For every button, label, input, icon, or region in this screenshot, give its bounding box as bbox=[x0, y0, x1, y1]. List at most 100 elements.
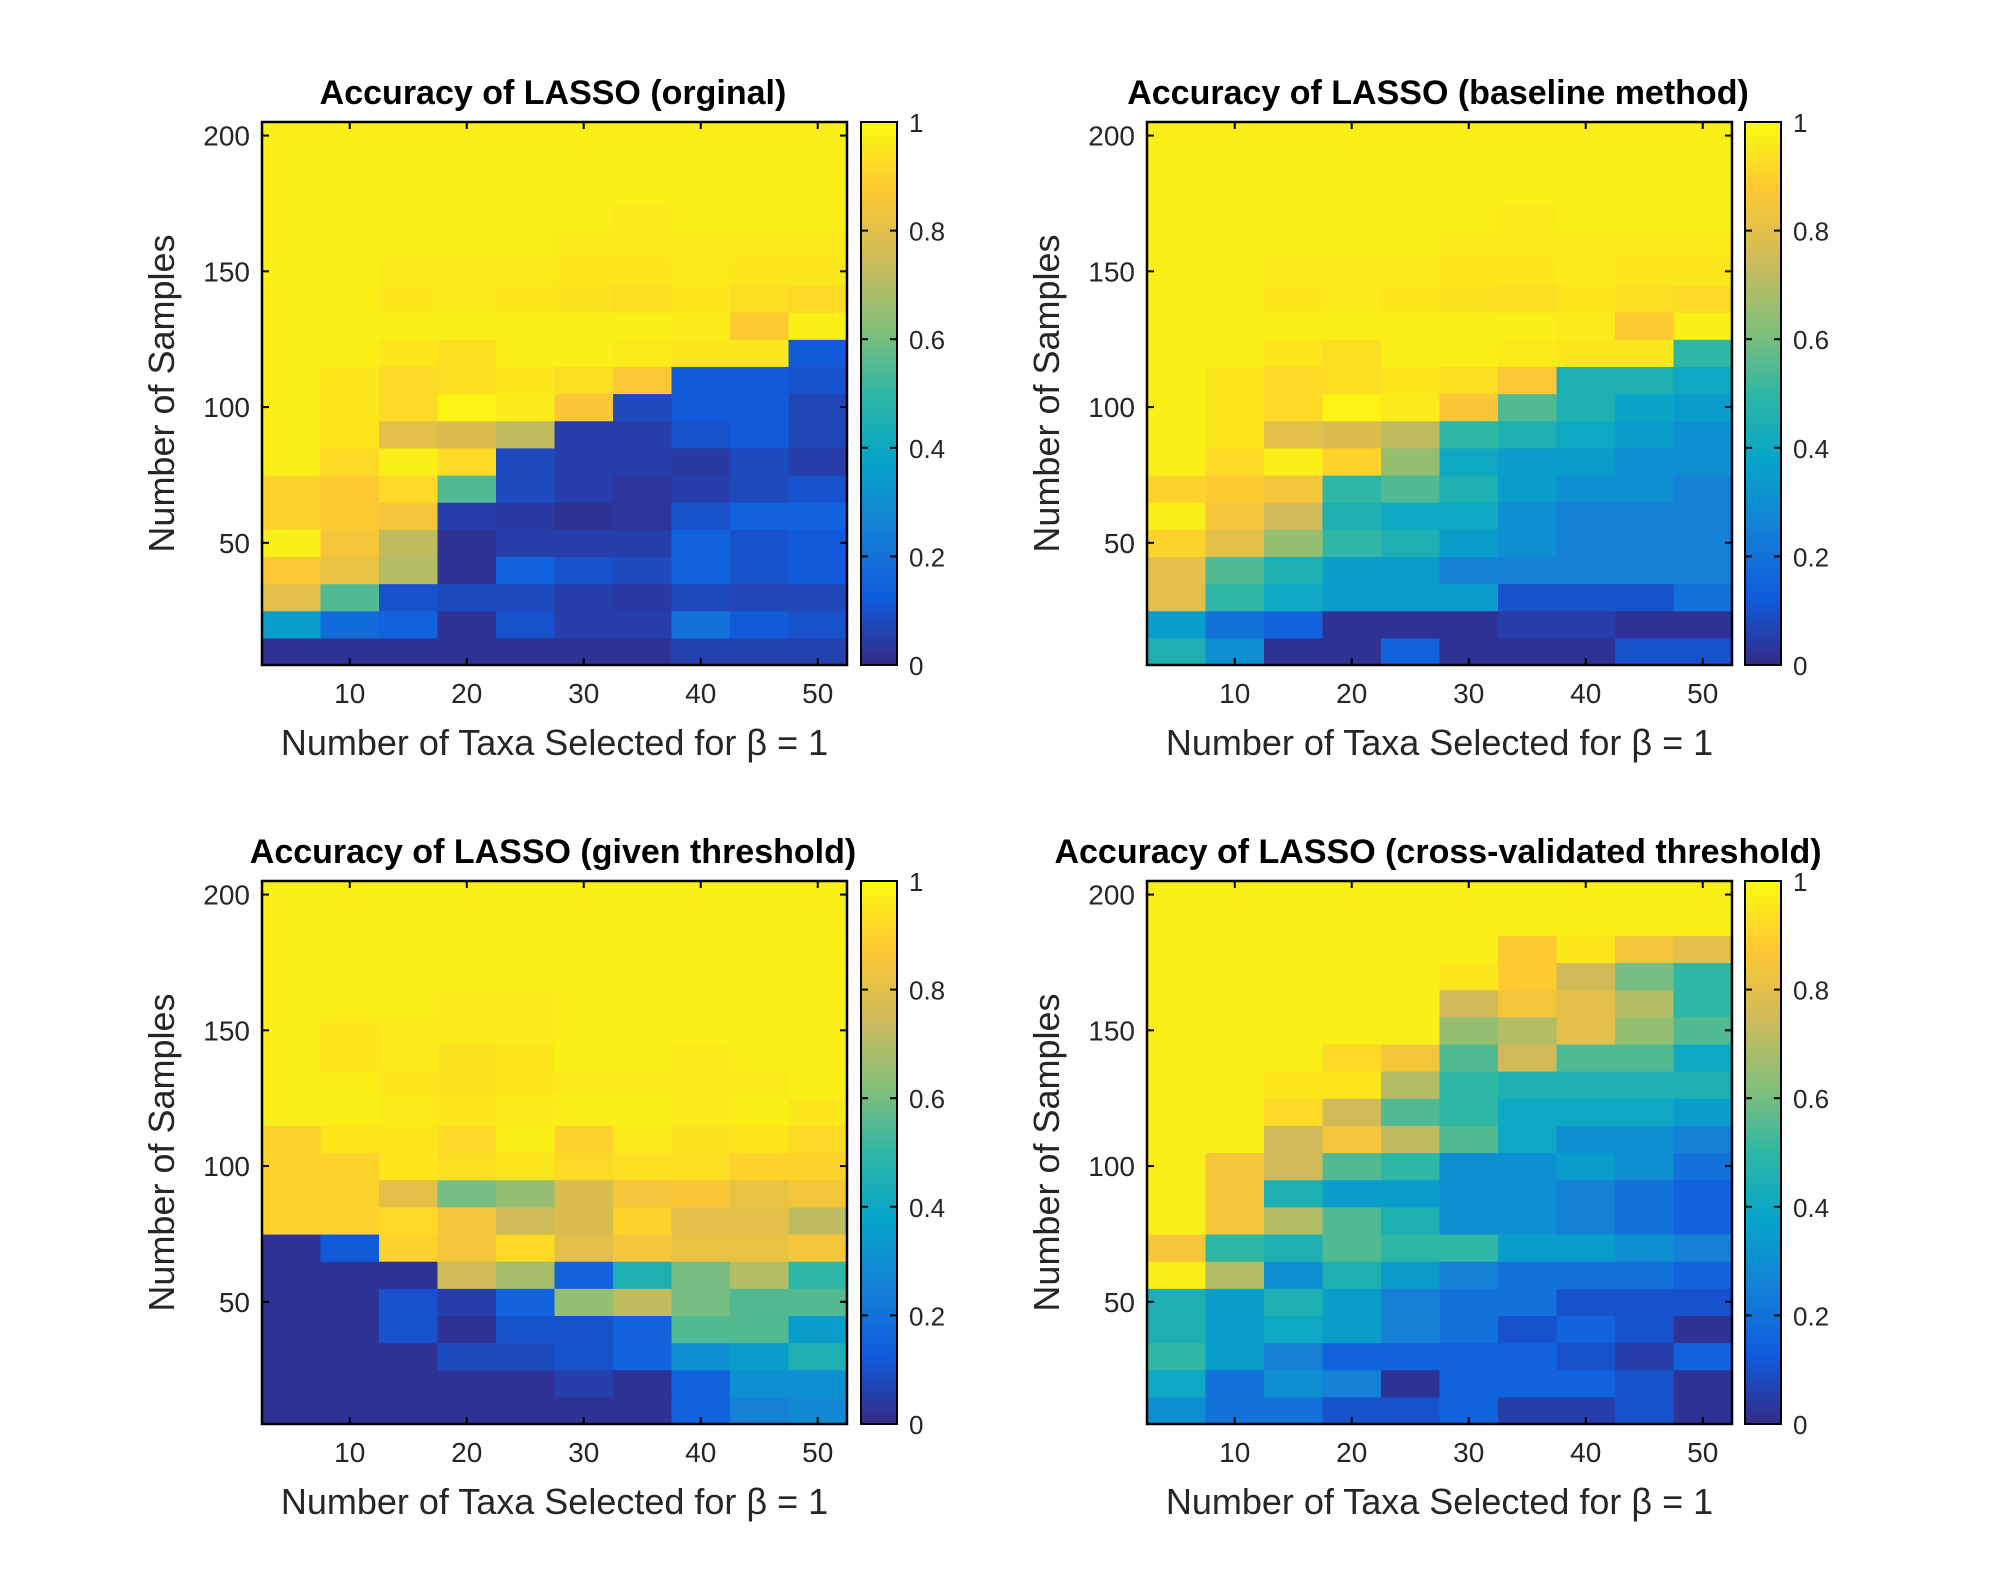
heatmap-cell bbox=[379, 637, 439, 666]
heatmap-cell bbox=[1673, 908, 1733, 936]
heatmap-cell bbox=[1322, 1315, 1382, 1344]
heatmap-cell bbox=[1673, 1125, 1733, 1154]
heatmap-cell bbox=[320, 1016, 380, 1045]
heatmap-cell bbox=[262, 122, 322, 150]
heatmap-cell bbox=[554, 176, 614, 205]
heatmap-cell bbox=[1147, 284, 1207, 313]
heatmap-cell bbox=[554, 393, 614, 422]
heatmap-cell bbox=[1322, 420, 1382, 449]
heatmap-cell bbox=[1556, 1369, 1616, 1398]
heatmap-cell bbox=[496, 312, 556, 340]
heatmap-cell bbox=[1556, 1261, 1616, 1289]
heatmap-cell bbox=[379, 230, 439, 259]
heatmap-cell bbox=[496, 1396, 556, 1425]
heatmap-cell bbox=[1322, 1152, 1382, 1181]
x-tick-label: 50 bbox=[802, 678, 833, 709]
heatmap-cells bbox=[262, 122, 848, 666]
heatmap-cell bbox=[1147, 583, 1207, 612]
heatmap-cell bbox=[262, 637, 322, 666]
heatmap-cell bbox=[613, 366, 673, 395]
heatmap-cell bbox=[1673, 474, 1733, 503]
heatmap-cell bbox=[496, 339, 556, 367]
heatmap-cell bbox=[1264, 1261, 1324, 1289]
heatmap-cell bbox=[671, 1179, 731, 1208]
heatmap-cell bbox=[1147, 1016, 1207, 1045]
heatmap-cell bbox=[1556, 1233, 1616, 1262]
heatmap-cell bbox=[1439, 1098, 1499, 1126]
colorbar-tick-label: 0.8 bbox=[909, 976, 945, 1006]
heatmap-cell bbox=[1439, 502, 1499, 530]
heatmap-cell bbox=[1498, 339, 1558, 367]
heatmap-cell bbox=[788, 1152, 848, 1181]
heatmap-cell bbox=[788, 1261, 848, 1289]
heatmap-cell bbox=[730, 1043, 790, 1072]
heatmap-cell bbox=[1205, 1071, 1265, 1099]
heatmap-cell bbox=[788, 339, 848, 367]
heatmap-cell bbox=[671, 1288, 731, 1316]
heatmap-cell bbox=[730, 366, 790, 395]
heatmap-cell bbox=[788, 1043, 848, 1072]
heatmap-cell bbox=[1322, 1098, 1382, 1126]
heatmap-cell bbox=[613, 284, 673, 313]
heatmap-cell bbox=[1615, 1342, 1675, 1371]
heatmap-cell bbox=[496, 1016, 556, 1045]
heatmap-cell bbox=[1498, 1152, 1558, 1181]
heatmap-cell bbox=[554, 1043, 614, 1072]
heatmap-cell bbox=[262, 989, 322, 1018]
colorbar-tick-label: 0.2 bbox=[1793, 1301, 1829, 1331]
heatmap-cell bbox=[1498, 1179, 1558, 1208]
heatmap-cell bbox=[554, 1206, 614, 1235]
heatmap-cell bbox=[1673, 1342, 1733, 1371]
heatmap-cell bbox=[1615, 1152, 1675, 1181]
heatmap-cell bbox=[788, 962, 848, 991]
heatmap-cell bbox=[496, 1098, 556, 1126]
heatmap-cell bbox=[262, 1396, 322, 1425]
heatmap-cell bbox=[320, 583, 380, 612]
heatmap-cell bbox=[1322, 1233, 1382, 1262]
heatmap-cell bbox=[262, 447, 322, 476]
heatmap-cell bbox=[613, 962, 673, 991]
heatmap-cell bbox=[496, 529, 556, 557]
heatmap-cell bbox=[262, 1152, 322, 1181]
heatmap-cell bbox=[496, 420, 556, 449]
heatmap-cell bbox=[437, 447, 497, 476]
heatmap-cell bbox=[1264, 1288, 1324, 1316]
heatmap-cell bbox=[1264, 908, 1324, 936]
heatmap-cell bbox=[1615, 583, 1675, 612]
heatmap-cell bbox=[1205, 556, 1265, 585]
y-tick-label: 50 bbox=[1104, 528, 1135, 559]
heatmap-cell bbox=[1673, 989, 1733, 1018]
heatmap-cell bbox=[1556, 1125, 1616, 1154]
colorbar-tick-label: 0.8 bbox=[1793, 976, 1829, 1006]
heatmap-cell bbox=[1264, 203, 1324, 232]
y-tick-label: 100 bbox=[1088, 392, 1135, 423]
heatmap-cell bbox=[1147, 1315, 1207, 1344]
heatmap-cell bbox=[320, 203, 380, 232]
heatmap-cell bbox=[262, 881, 322, 909]
heatmap-cell bbox=[379, 556, 439, 585]
heatmap-cell bbox=[671, 393, 731, 422]
axes-box bbox=[1145, 879, 1734, 1426]
colorbar-tick-label: 0.4 bbox=[1793, 1193, 1829, 1223]
heatmap-cell bbox=[1264, 420, 1324, 449]
heatmap-cell bbox=[496, 447, 556, 476]
heatmap-cell bbox=[1322, 312, 1382, 340]
heatmap-cell bbox=[1556, 1043, 1616, 1072]
heatmap-cell bbox=[554, 366, 614, 395]
heatmap-cell bbox=[1439, 1369, 1499, 1398]
heatmap-cell bbox=[730, 203, 790, 232]
heatmap-cell bbox=[262, 393, 322, 422]
heatmap-cell bbox=[1615, 366, 1675, 395]
heatmap-cells bbox=[262, 881, 848, 1425]
heatmap-cell bbox=[1264, 474, 1324, 503]
heatmap-cell bbox=[437, 1206, 497, 1235]
heatmap-cell bbox=[613, 1125, 673, 1154]
y-tick-label: 150 bbox=[203, 256, 250, 287]
colorbar-frame bbox=[860, 880, 898, 1425]
heatmap-cell bbox=[379, 203, 439, 232]
heatmap-cell bbox=[1264, 610, 1324, 639]
heatmap-cell bbox=[1205, 1043, 1265, 1072]
heatmap-cell bbox=[1322, 1288, 1382, 1316]
heatmap-cell bbox=[1439, 176, 1499, 205]
heatmap-cell bbox=[1205, 149, 1265, 177]
